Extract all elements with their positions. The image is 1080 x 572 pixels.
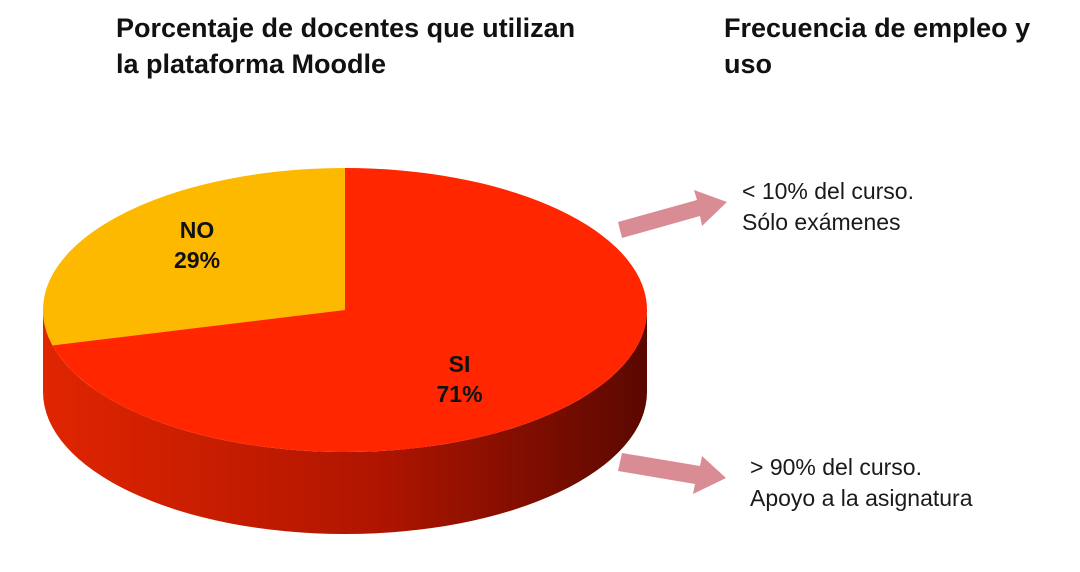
pie-slice-si (52, 168, 647, 452)
annotation-low-usage-line1: < 10% del curso. (742, 178, 914, 204)
frequency-title: Frecuencia de empleo y uso (724, 13, 1031, 79)
pie-side-wall (43, 310, 647, 534)
pie-slice-no (43, 168, 346, 346)
annotation-high-usage: > 90% del curso. Apoyo a la asignatura (750, 452, 1070, 514)
pie-side-si (43, 310, 647, 534)
chart-title: Porcentaje de docentes que utilizan la p… (116, 13, 576, 79)
slice-label-no: NO (180, 217, 215, 243)
pie-labels: NO 29% SI 71% (174, 217, 483, 407)
slice-value-si: 71% (437, 381, 483, 407)
arrow-bottom-icon (618, 453, 726, 494)
annotation-low-usage: < 10% del curso. Sólo exámenes (742, 176, 1062, 238)
arrow-top-icon (618, 190, 727, 238)
annotation-low-usage-line2: Sólo exámenes (742, 209, 901, 235)
annotation-high-usage-line1: > 90% del curso. (750, 454, 922, 480)
slice-label-si: SI (449, 351, 471, 377)
annotation-high-usage-line2: Apoyo a la asignatura (750, 485, 973, 511)
slice-value-no: 29% (174, 247, 220, 273)
pie-top (43, 168, 647, 452)
